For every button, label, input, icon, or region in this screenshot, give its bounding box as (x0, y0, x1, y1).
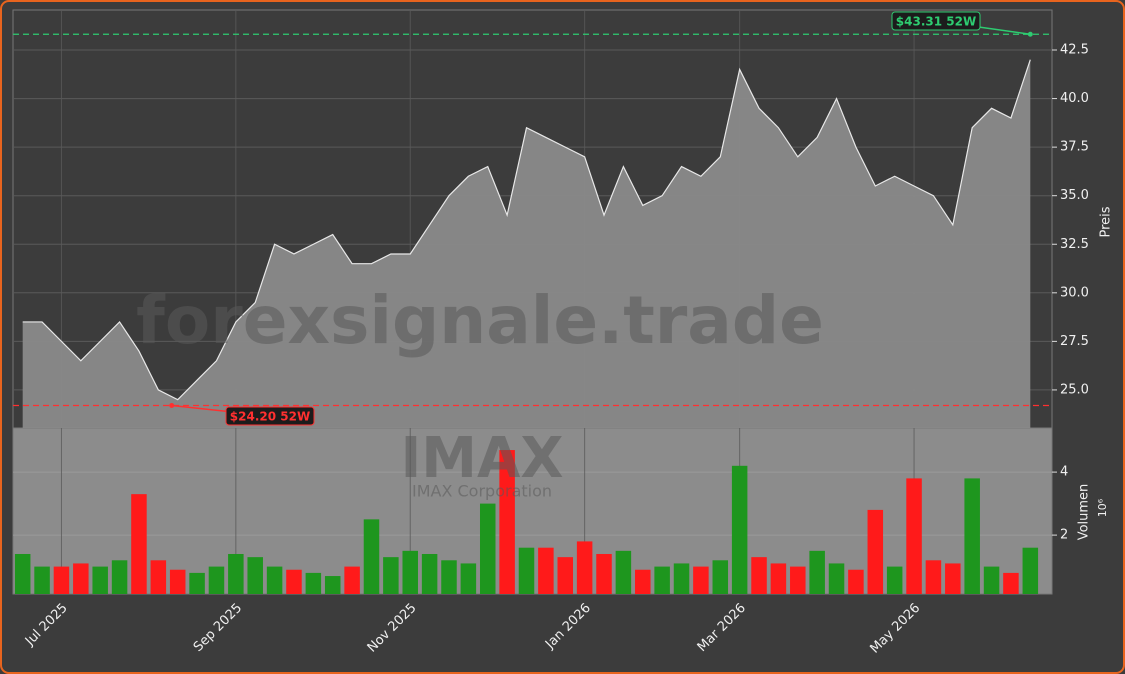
volume-bar (596, 553, 612, 594)
volume-bar (945, 563, 961, 594)
volume-bar (324, 576, 341, 594)
volume-bar (479, 503, 496, 594)
y-axis-label: Preis (1099, 206, 1114, 237)
high-label: $43.31 52W (896, 15, 976, 29)
volume-bar (1003, 572, 1019, 594)
volume-bar (770, 563, 787, 594)
volume-bar (983, 566, 1000, 594)
volume-bar (383, 557, 399, 594)
volume-bar (73, 563, 89, 594)
volume-bar (92, 566, 108, 594)
volume-bar (53, 566, 70, 594)
volume-scale-label: 10⁶ (1096, 498, 1109, 517)
volume-bar (460, 563, 477, 594)
volume-bar (615, 550, 632, 594)
volume-bar (848, 569, 864, 594)
volume-bar (731, 465, 748, 594)
volume-bar (266, 566, 283, 594)
volume-bar (441, 560, 457, 594)
y-tick-label: 37.5 (1060, 140, 1089, 155)
volume-bar (712, 560, 729, 594)
volume-bar (111, 560, 128, 594)
volume-bar (925, 560, 942, 594)
y-tick-label: 30.0 (1060, 285, 1089, 300)
volume-bar (576, 541, 593, 594)
volume-bar (344, 566, 360, 594)
watermark-title: IMAX (400, 426, 563, 491)
y-tick-label: 40.0 (1060, 91, 1089, 106)
volume-bar (673, 563, 690, 594)
volume-bar (421, 553, 438, 594)
volume-bar (286, 569, 302, 594)
volume-bar (751, 557, 767, 594)
volume-bar (867, 509, 884, 594)
low-label: $24.20 52W (230, 410, 310, 424)
volume-bar (809, 550, 825, 594)
volume-bar (169, 569, 186, 594)
volume-bar (828, 563, 845, 594)
volume-bar (499, 450, 515, 594)
volume-bar (1022, 547, 1039, 594)
volume-bar (654, 566, 670, 594)
low-arrow-head (169, 402, 175, 408)
volume-bar (886, 566, 903, 594)
volume-bar (964, 478, 980, 594)
high-arrow-head (1027, 31, 1033, 37)
price-area (22, 59, 1031, 428)
price-line (22, 59, 1031, 401)
volume-bar (14, 553, 31, 594)
y-tick-label: 25.0 (1060, 382, 1089, 397)
volume-bar (34, 566, 50, 594)
y-tick-label: 27.5 (1060, 334, 1089, 349)
volume-bar (402, 550, 418, 594)
low-box (225, 406, 315, 426)
volume-axis-label: Volumen (1077, 484, 1092, 541)
volume-bar (247, 557, 263, 594)
high-box (891, 11, 981, 31)
volume-bar (790, 566, 806, 594)
volume-bar (635, 569, 651, 594)
volume-bar (189, 572, 205, 594)
watermark: forexsignale.trade (136, 282, 824, 359)
y-tick-label: 2 (1060, 528, 1068, 543)
y-tick-label: 32.5 (1060, 237, 1089, 252)
volume-bar (906, 478, 922, 594)
volume-bar (518, 547, 535, 594)
y-tick-label: 4 (1060, 465, 1068, 480)
y-tick-label: 42.5 (1060, 43, 1089, 58)
volume-bar (208, 566, 225, 594)
volume-bar (557, 557, 574, 594)
y-tick-label: 35.0 (1060, 188, 1089, 203)
volume-bar (228, 553, 244, 594)
volume-bar (693, 566, 709, 594)
volume-bar (131, 494, 147, 594)
volume-bar (150, 560, 167, 594)
watermark-subtitle: IMAX Corporation (412, 482, 552, 501)
volume-bar (363, 519, 380, 594)
volume-bar (538, 547, 554, 594)
volume-bar (305, 572, 322, 594)
